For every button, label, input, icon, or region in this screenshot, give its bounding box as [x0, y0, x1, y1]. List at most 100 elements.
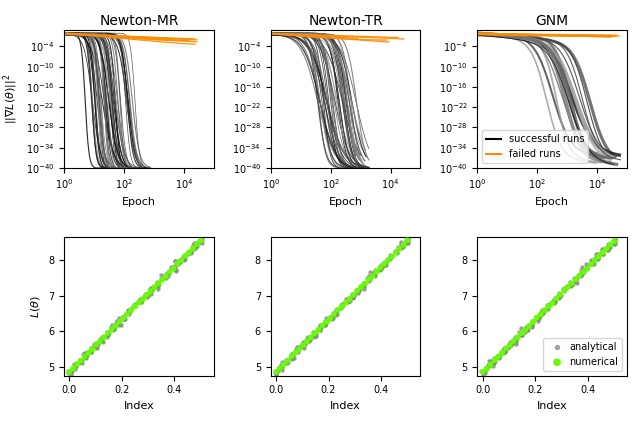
- analytical: [593, 254, 603, 261]
- X-axis label: Epoch: Epoch: [328, 197, 363, 207]
- numerical: [87, 346, 97, 352]
- numerical: [574, 272, 584, 279]
- analytical: [611, 238, 621, 245]
- analytical: [330, 312, 340, 319]
- analytical: [479, 369, 490, 376]
- analytical: [555, 292, 565, 299]
- analytical: [402, 235, 412, 242]
- analytical: [152, 282, 163, 289]
- analytical: [392, 250, 402, 257]
- analytical: [320, 321, 330, 327]
- analytical: [147, 287, 157, 294]
- analytical: [531, 315, 541, 322]
- analytical: [128, 303, 138, 309]
- numerical: [333, 306, 343, 313]
- analytical: [499, 346, 509, 353]
- analytical: [134, 298, 144, 305]
- numerical: [582, 265, 592, 272]
- numerical: [172, 260, 182, 267]
- analytical: [587, 258, 597, 265]
- analytical: [108, 326, 118, 333]
- analytical: [277, 364, 287, 371]
- analytical: [351, 287, 362, 293]
- analytical: [145, 288, 156, 295]
- analytical: [303, 337, 314, 344]
- numerical: [79, 353, 90, 360]
- analytical: [549, 299, 559, 306]
- analytical: [610, 235, 620, 242]
- numerical: [340, 299, 351, 306]
- analytical: [349, 291, 360, 298]
- analytical: [81, 351, 91, 357]
- analytical: [107, 321, 117, 328]
- analytical: [499, 346, 509, 353]
- analytical: [74, 358, 84, 365]
- analytical: [374, 265, 384, 272]
- analytical: [276, 363, 287, 370]
- numerical: [394, 245, 404, 252]
- X-axis label: Epoch: Epoch: [122, 197, 156, 207]
- analytical: [303, 336, 314, 343]
- analytical: [104, 330, 114, 336]
- analytical: [298, 341, 308, 347]
- analytical: [380, 258, 390, 265]
- analytical: [554, 289, 564, 296]
- numerical: [115, 318, 125, 325]
- analytical: [397, 241, 408, 248]
- analytical: [349, 292, 359, 299]
- analytical: [380, 262, 390, 268]
- analytical: [590, 254, 600, 261]
- analytical: [538, 309, 548, 316]
- numerical: [306, 334, 316, 341]
- analytical: [396, 238, 406, 245]
- analytical: [538, 307, 548, 314]
- numerical: [138, 296, 148, 303]
- analytical: [535, 312, 545, 319]
- analytical: [481, 365, 492, 372]
- analytical: [106, 324, 116, 331]
- analytical: [112, 319, 122, 325]
- analytical: [575, 273, 586, 280]
- analytical: [511, 337, 521, 344]
- analytical: [515, 331, 525, 338]
- analytical: [559, 286, 570, 293]
- analytical: [505, 341, 515, 348]
- analytical: [536, 310, 547, 317]
- analytical: [358, 282, 369, 289]
- analytical: [332, 311, 342, 317]
- analytical: [490, 354, 500, 361]
- analytical: [498, 349, 508, 356]
- analytical: [168, 264, 179, 271]
- analytical: [488, 360, 498, 366]
- analytical: [342, 295, 353, 302]
- analytical: [136, 298, 146, 305]
- analytical: [568, 281, 579, 287]
- analytical: [597, 246, 607, 253]
- numerical: [371, 268, 381, 275]
- analytical: [348, 294, 358, 300]
- analytical: [292, 344, 303, 350]
- numerical: [566, 280, 577, 287]
- analytical: [86, 348, 97, 354]
- Legend: successful runs, failed runs: successful runs, failed runs: [483, 130, 588, 163]
- analytical: [196, 236, 206, 243]
- analytical: [136, 299, 146, 306]
- analytical: [282, 356, 292, 363]
- analytical: [358, 281, 369, 287]
- numerical: [298, 341, 308, 348]
- analytical: [331, 309, 341, 316]
- analytical: [505, 339, 515, 346]
- analytical: [380, 259, 390, 266]
- analytical: [543, 303, 553, 309]
- analytical: [483, 362, 493, 368]
- analytical: [91, 340, 101, 347]
- analytical: [500, 348, 510, 355]
- analytical: [321, 318, 331, 325]
- numerical: [485, 361, 495, 368]
- analytical: [129, 301, 140, 308]
- analytical: [356, 284, 366, 291]
- analytical: [578, 268, 588, 274]
- analytical: [499, 345, 509, 352]
- analytical: [596, 247, 607, 254]
- analytical: [92, 341, 102, 348]
